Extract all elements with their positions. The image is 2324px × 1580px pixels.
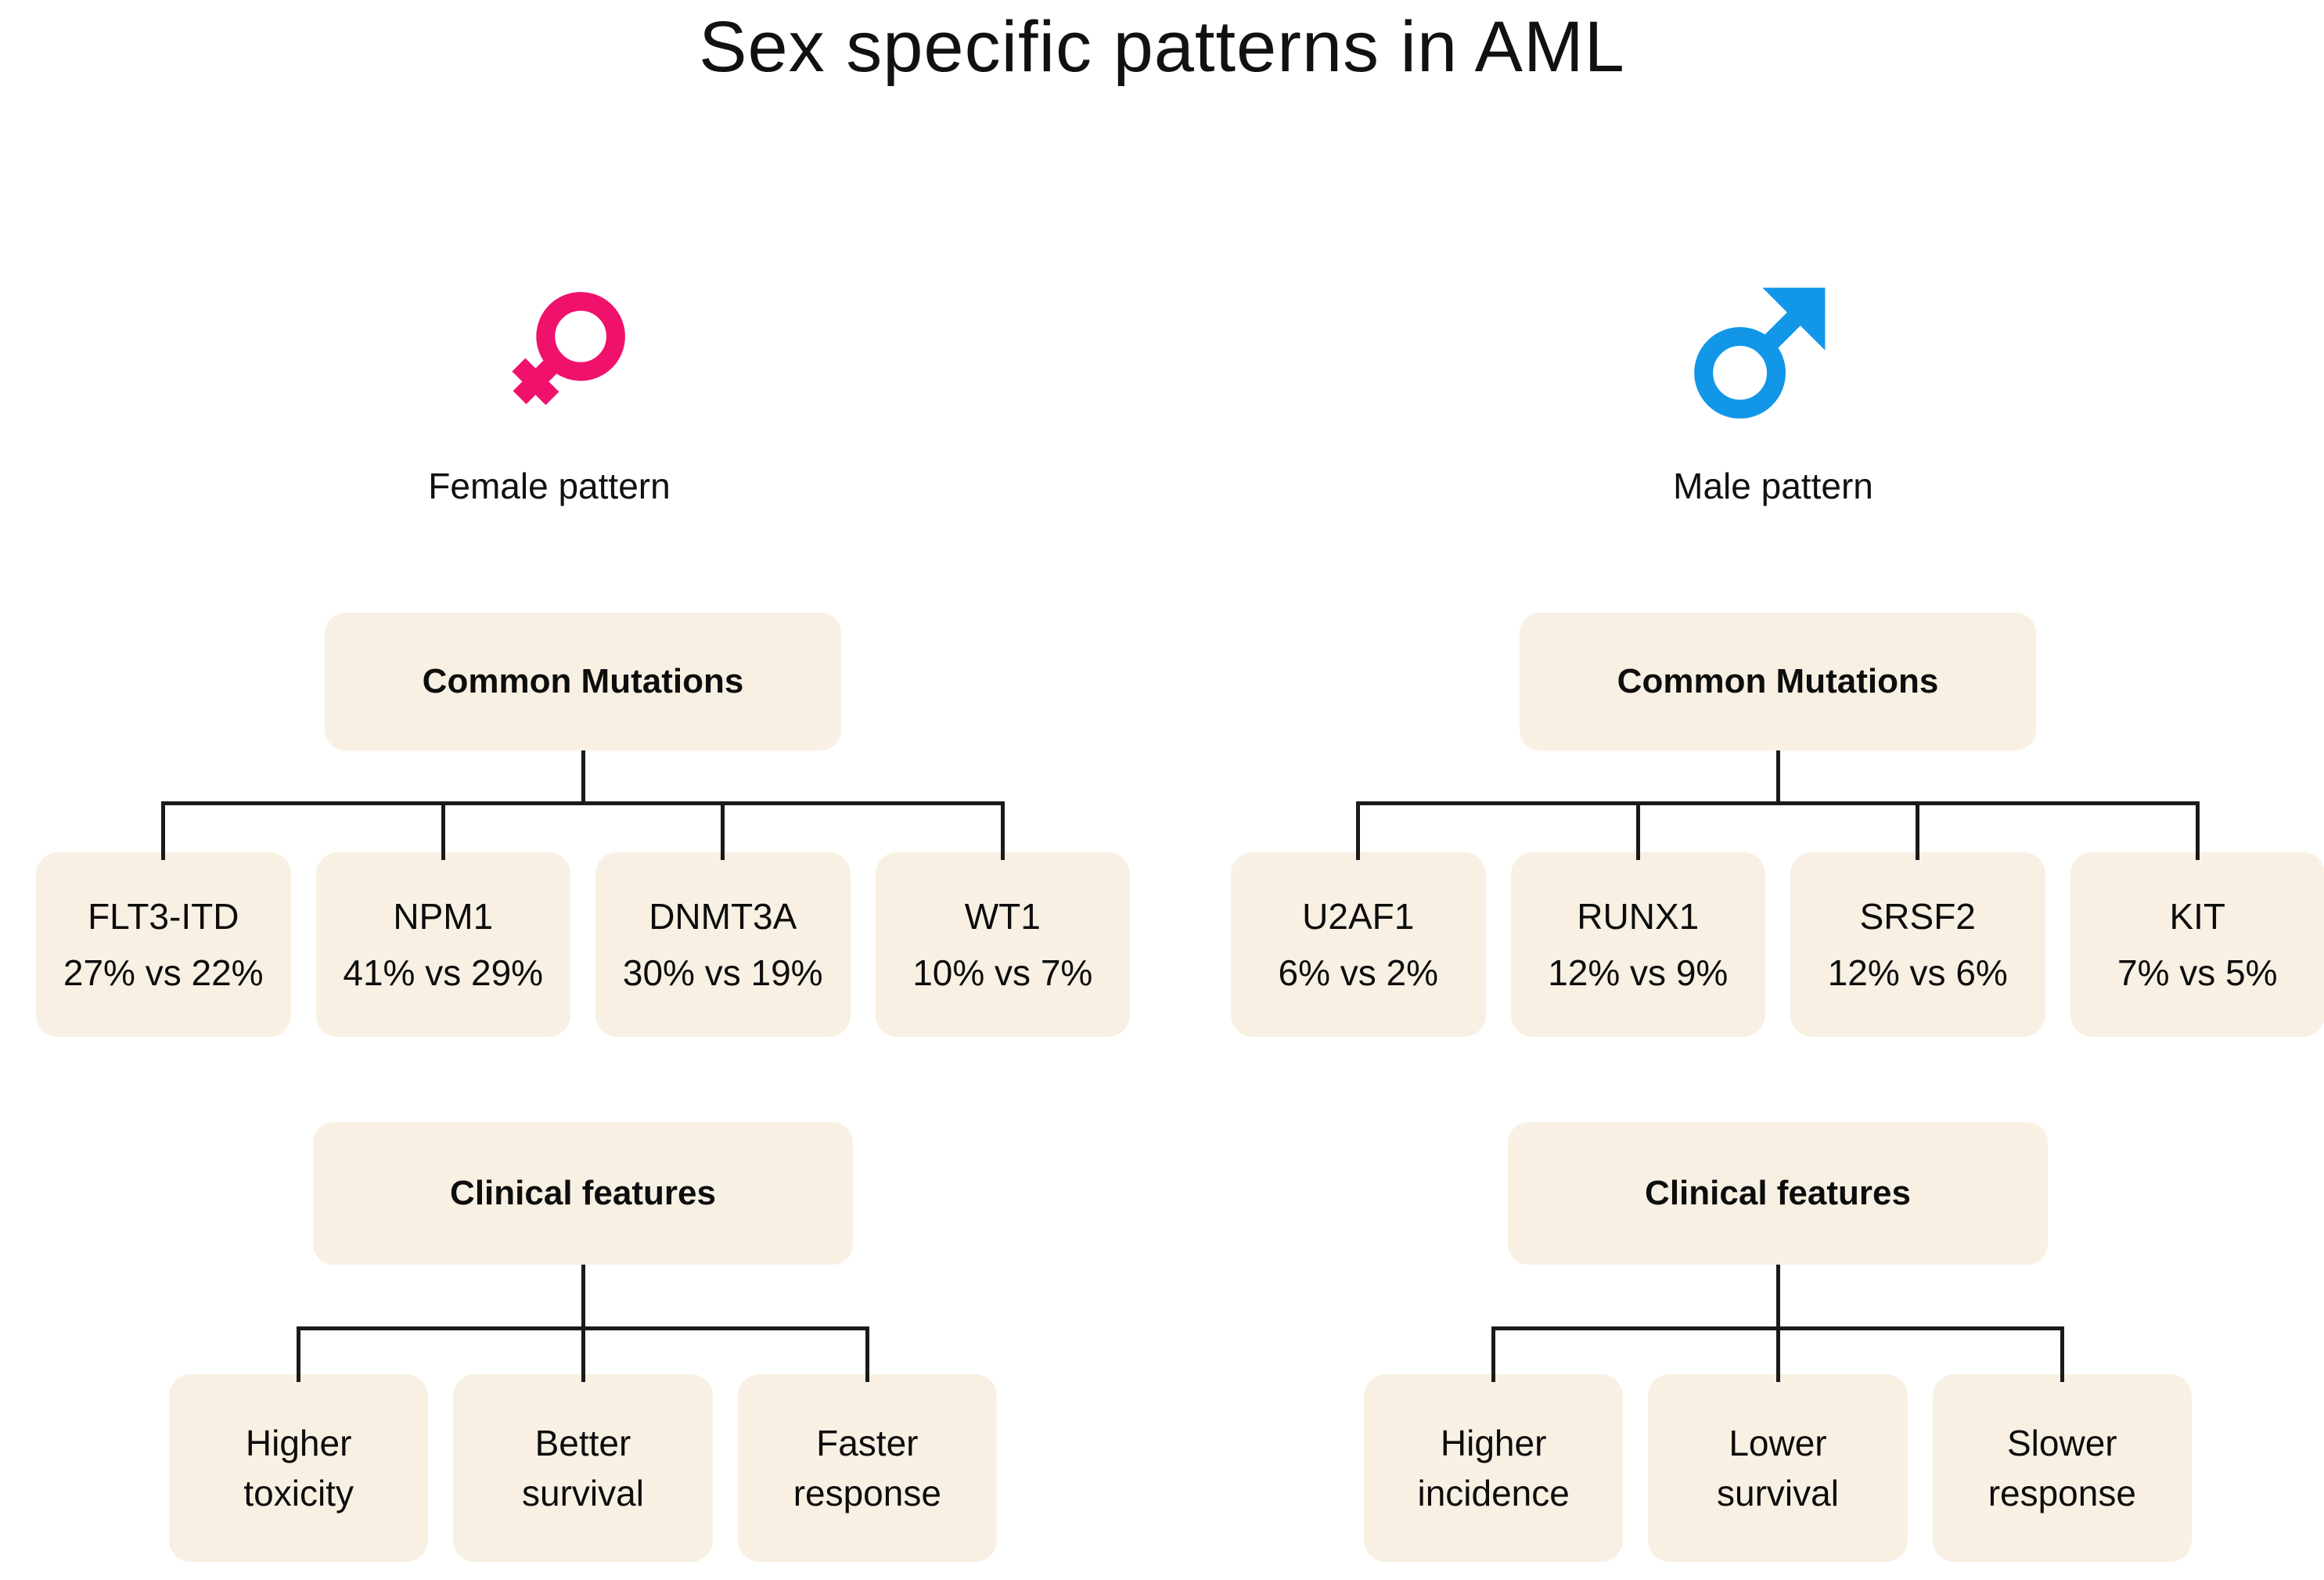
clinical-feature-text: Slower response — [1988, 1422, 2136, 1513]
male-clinical-tree: Clinical features Higher incidence Lower… — [1351, 1122, 2204, 1562]
gene-stat: 27% vs 22% — [63, 952, 264, 993]
mutation-box-u2af1: U2AF1 6% vs 2% — [1231, 852, 1486, 1037]
mutation-box-wt1: WT1 10% vs 7% — [875, 852, 1130, 1037]
gene-stat: 12% vs 9% — [1548, 952, 1729, 993]
gene-name: FLT3-ITD — [88, 895, 239, 937]
gene-name: RUNX1 — [1577, 895, 1700, 937]
mutation-box-runx1: RUNX1 12% vs 9% — [1510, 852, 1765, 1037]
clinical-box-better-survival: Better survival — [453, 1374, 713, 1562]
female-mutations-connector — [23, 750, 1142, 860]
male-clinical-row: Higher incidence Lower survival Slower r… — [1351, 1374, 2204, 1562]
female-mutations-tree: Common Mutations FLT3-ITD 27% vs 22% NPM… — [23, 613, 1142, 1037]
female-clinical-title: Clinical features — [450, 1174, 716, 1212]
gene-stat: 12% vs 6% — [1827, 952, 2008, 993]
connector-line — [865, 1326, 869, 1382]
mutation-box-kit: KIT 7% vs 5% — [2070, 852, 2324, 1037]
gene-name: U2AF1 — [1302, 895, 1415, 937]
connector-line — [1491, 1326, 1496, 1382]
gene-stat: 6% vs 2% — [1278, 952, 1439, 993]
male-mutations-row: U2AF1 6% vs 2% RUNX1 12% vs 9% SRSF2 12%… — [1218, 852, 2324, 1037]
gene-stat: 41% vs 29% — [343, 952, 544, 993]
gene-name: NPM1 — [393, 895, 494, 937]
male-clinical-parent-box: Clinical features — [1508, 1122, 2048, 1265]
gene-name: DNMT3A — [649, 895, 797, 937]
connector-line — [441, 801, 445, 860]
connector-line — [581, 1265, 585, 1328]
male-clinical-title: Clinical features — [1645, 1174, 1911, 1212]
connector-line — [1775, 1265, 1780, 1328]
clinical-feature-text: Higher toxicity — [243, 1422, 354, 1513]
connector-line — [581, 1326, 585, 1382]
gene-stat: 10% vs 7% — [912, 952, 1093, 993]
connector-line — [1775, 1326, 1780, 1382]
connector-line — [1916, 801, 1920, 860]
clinical-box-higher-incidence: Higher incidence — [1364, 1374, 1624, 1562]
male-icon — [1694, 287, 1826, 419]
clinical-box-lower-survival: Lower survival — [1648, 1374, 1908, 1562]
connector-line — [1775, 750, 1780, 803]
connector-line — [161, 801, 166, 860]
mutation-box-flt3-itd: FLT3-ITD 27% vs 22% — [36, 852, 291, 1037]
male-pattern-label: Male pattern — [1673, 466, 1873, 506]
connector-line — [163, 801, 1003, 805]
connector-line — [581, 750, 585, 803]
gene-name: SRSF2 — [1859, 895, 1976, 937]
male-mutations-title: Common Mutations — [1617, 662, 1939, 700]
female-clinical-connector — [156, 1265, 1009, 1382]
female-icon — [512, 292, 625, 405]
connector-line — [2060, 1326, 2064, 1382]
connector-line — [1635, 801, 1640, 860]
connector-line — [721, 801, 725, 860]
female-clinical-tree: Clinical features Higher toxicity Better… — [156, 1122, 1009, 1562]
connector-line — [1358, 801, 2198, 805]
male-mutations-connector — [1218, 750, 2324, 860]
clinical-feature-text: Faster response — [793, 1422, 941, 1513]
gene-stat: 30% vs 19% — [622, 952, 823, 993]
female-clinical-parent-box: Clinical features — [313, 1122, 853, 1265]
page-title: Sex specific patterns in AML — [699, 7, 1625, 87]
female-pattern-label: Female pattern — [428, 466, 671, 506]
gene-name: WT1 — [964, 895, 1041, 937]
male-mutations-parent-box: Common Mutations — [1520, 613, 2036, 750]
connector-line — [1356, 801, 1361, 860]
mutation-box-npm1: NPM1 41% vs 29% — [315, 852, 570, 1037]
clinical-box-faster-response: Faster response — [737, 1374, 997, 1562]
mutation-box-srsf2: SRSF2 12% vs 6% — [1790, 852, 2045, 1037]
clinical-feature-text: Lower survival — [1717, 1422, 1839, 1513]
female-clinical-row: Higher toxicity Better survival Faster r… — [156, 1374, 1009, 1562]
gene-name: KIT — [2169, 895, 2226, 937]
gene-stat: 7% vs 5% — [2117, 952, 2278, 993]
clinical-feature-text: Better survival — [522, 1422, 644, 1513]
connector-line — [2195, 801, 2200, 860]
connector-line — [297, 1326, 301, 1382]
female-mutations-title: Common Mutations — [422, 662, 744, 700]
female-mutations-row: FLT3-ITD 27% vs 22% NPM1 41% vs 29% DNMT… — [23, 852, 1142, 1037]
clinical-feature-text: Higher incidence — [1417, 1422, 1570, 1513]
female-mutations-parent-box: Common Mutations — [325, 613, 841, 750]
connector-line — [1000, 801, 1005, 860]
male-clinical-connector — [1351, 1265, 2204, 1382]
mutation-box-dnmt3a: DNMT3A 30% vs 19% — [595, 852, 851, 1037]
clinical-box-higher-toxicity: Higher toxicity — [169, 1374, 429, 1562]
male-mutations-tree: Common Mutations U2AF1 6% vs 2% RUNX1 12… — [1218, 613, 2324, 1037]
clinical-box-slower-response: Slower response — [1932, 1374, 2192, 1562]
